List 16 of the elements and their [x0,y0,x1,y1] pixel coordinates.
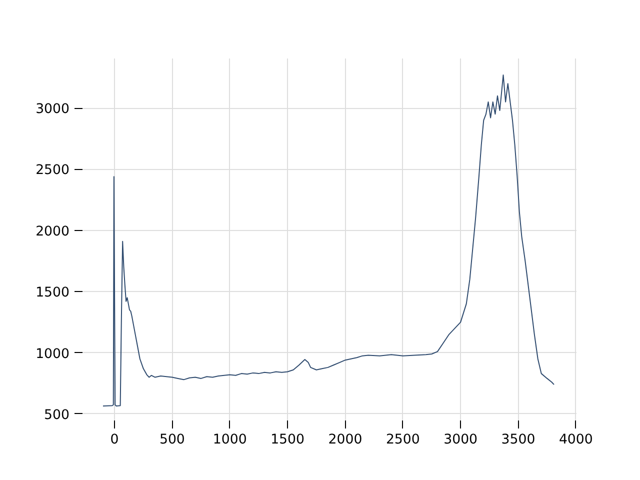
x-tick-label: 3000 [444,432,478,448]
y-tick-label: 500 [44,408,70,423]
x-tick-label: 0 [110,432,119,448]
x-tick-label: 4000 [558,432,593,448]
y-tick-label: 1000 [36,346,70,362]
y-tick-label: 2000 [36,224,70,240]
x-tick-label: 2000 [328,432,362,448]
line-series [102,74,555,406]
y-tick-label: 3000 [36,102,70,118]
x-tick-label: 3500 [501,432,536,448]
x-tick-label: 1000 [212,432,247,448]
x-tick-label: 500 [159,432,185,448]
y-tick-label: 2500 [36,163,70,178]
x-tick-label: 2500 [386,432,420,448]
x-tick-label: 1500 [270,432,305,448]
y-tick-label: 1500 [36,286,70,301]
